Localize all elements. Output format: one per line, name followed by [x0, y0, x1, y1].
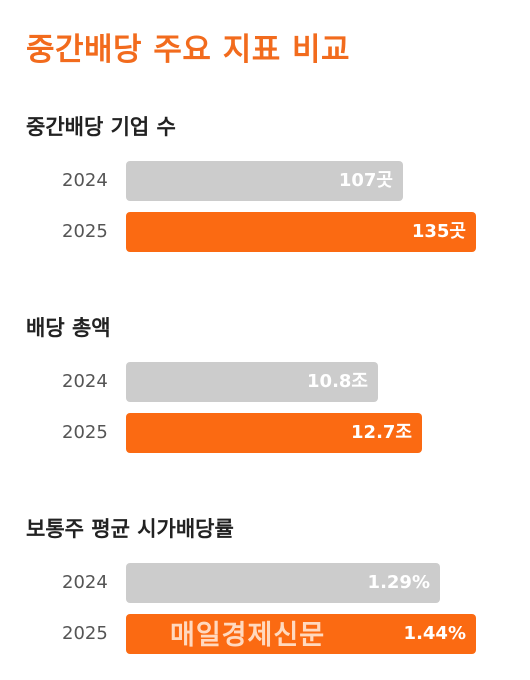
panel-1-bar-2025: 135곳	[126, 212, 476, 252]
panel-2-title: 배당 총액	[26, 316, 111, 340]
panel-2-bar-value-label-2025: 12.7조	[351, 422, 412, 443]
panel-3-bar-2024: 1.29%	[126, 563, 440, 603]
panel-3-bar-value-label-2025: 1.44%	[403, 623, 466, 644]
chart-title: 중간배당 주요 지표 비교	[26, 32, 351, 68]
panel-3-year-label-2025: 2025	[62, 623, 108, 644]
panel-3-bar-2025: 1.44%	[126, 614, 476, 654]
panel-1-title: 중간배당 기업 수	[26, 115, 176, 139]
panel-2-bar-2024: 10.8조	[126, 362, 378, 402]
panel-3-bar-value-label-2024: 1.29%	[367, 572, 430, 593]
watermark-logo: 매일경제신문	[170, 620, 326, 651]
panel-2-year-label-2024: 2024	[62, 371, 108, 392]
panel-1-year-label-2025: 2025	[62, 221, 108, 242]
panel-1-bar-value-label-2025: 135곳	[411, 221, 466, 242]
panel-2-bar-value-label-2024: 10.8조	[307, 371, 368, 392]
panel-2-year-label-2025: 2025	[62, 422, 108, 443]
panel-1-year-label-2024: 2024	[62, 170, 108, 191]
panel-1-bar-2024: 107곳	[126, 161, 403, 201]
panel-1-bar-value-label-2024: 107곳	[338, 170, 393, 191]
panel-3-title: 보통주 평균 시가배당률	[26, 517, 234, 541]
panel-3-year-label-2024: 2024	[62, 572, 108, 593]
panel-2-bar-2025: 12.7조	[126, 413, 422, 453]
